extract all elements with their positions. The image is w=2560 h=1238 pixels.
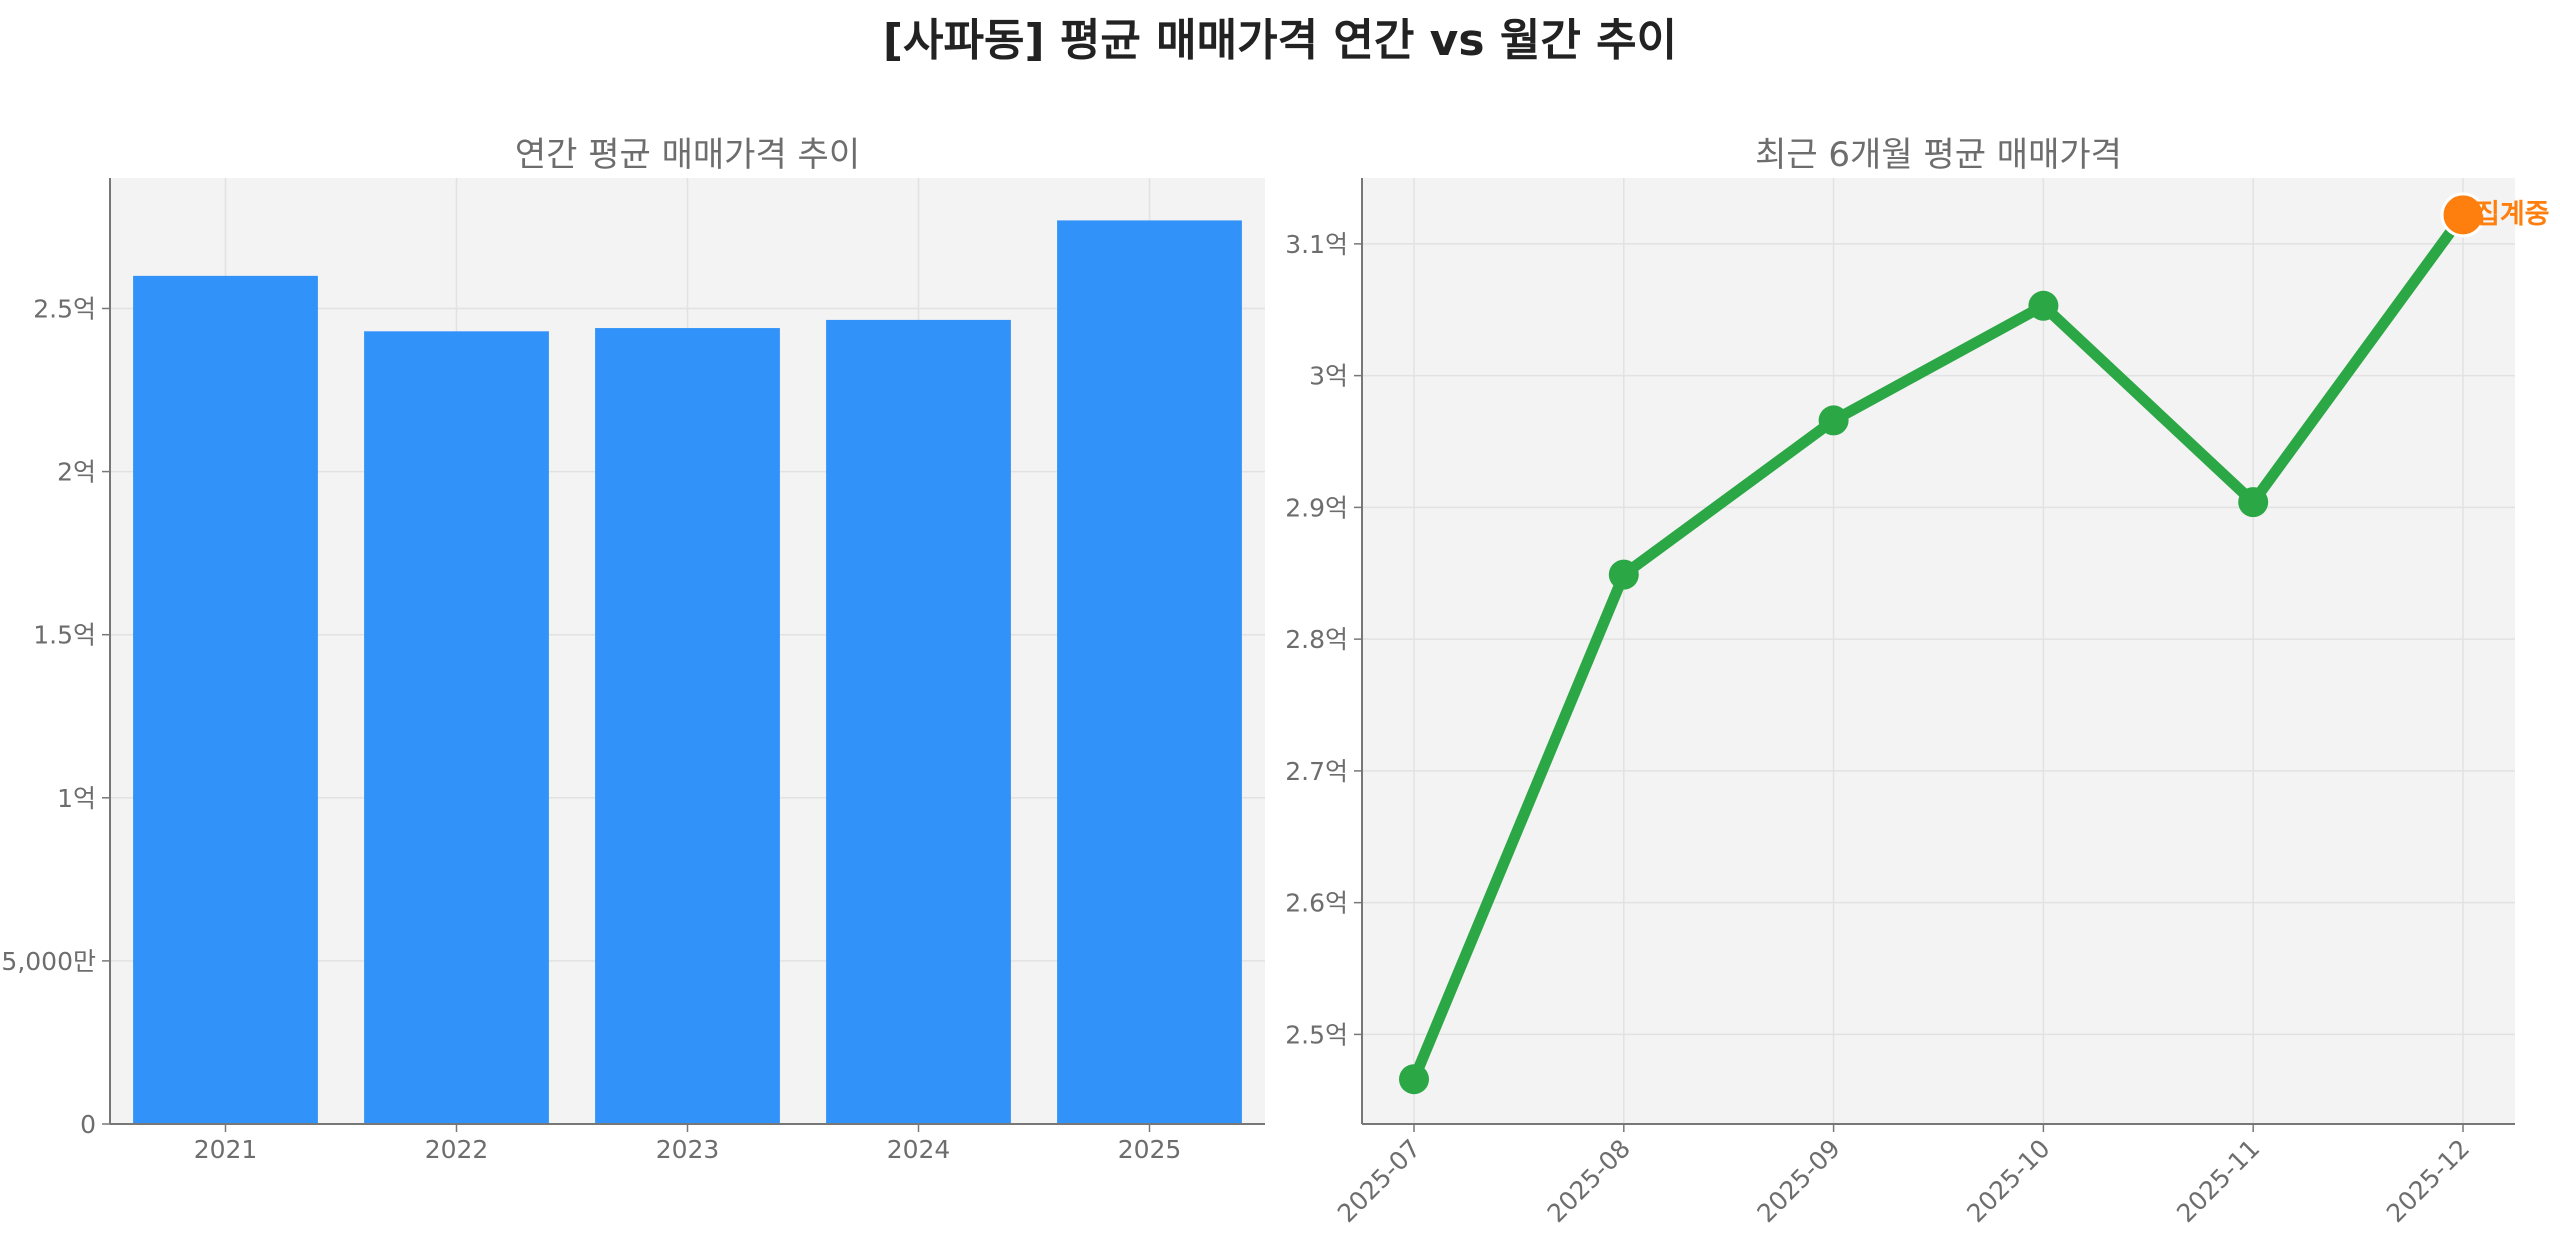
y-tick-label: 2억 [57,458,96,487]
bar-2023 [595,328,780,1124]
y-tick-label: 1억 [57,784,96,813]
annual-chart-title: 연간 평균 매매가격 추이 [515,135,860,175]
y-tick-label: 2.5억 [33,294,96,323]
x-tick-label: 2025-09 [1751,1134,1845,1228]
y-tick-label: 3억 [1309,362,1348,391]
y-tick-label: 1.5억 [33,621,96,650]
bar-2025 [1057,220,1242,1125]
point-2025-12-highlight [2440,192,2486,238]
bar-2022 [364,331,549,1124]
point-2025-08 [1608,559,1639,590]
point-2025-07 [1399,1064,1429,1095]
x-tick-label: 2025-07 [1332,1134,1426,1228]
y-tick-label: 2.6억 [1285,889,1348,918]
point-2025-11 [2238,487,2269,518]
x-tick-label: 2025-10 [1961,1134,2055,1228]
bar-2021 [133,275,318,1124]
x-tick-label: 2021 [194,1135,258,1164]
y-tick-label: 3.1억 [1285,230,1348,259]
monthly-price-line [1408,209,2469,1085]
y-tick-label: 2.7억 [1285,757,1348,786]
in-progress-annotation: 집계중 [2475,199,2550,230]
y-tick-label: 2.5억 [1285,1020,1348,1049]
point-2025-09 [1818,405,1849,436]
bar-2024 [826,319,1011,1124]
y-tick-label: 2.9억 [1285,493,1348,522]
point-2025-10 [2028,290,2059,321]
x-tick-label: 2024 [887,1135,951,1164]
figure-title: [사파동] 평균 매매가격 연간 vs 월간 추이 [882,15,1678,66]
plot-area-2 [1362,178,2515,1124]
x-tick-label: 2025 [1118,1135,1182,1164]
y-tick-label: 5,000만 [1,947,96,976]
x-tick-label: 2025-11 [2171,1134,2265,1228]
x-tick-label: 2022 [425,1135,489,1164]
x-tick-label: 2023 [656,1135,720,1164]
monthly-chart-title: 최근 6개월 평균 매매가격 [1755,135,2122,175]
x-tick-label: 2025-12 [2381,1134,2475,1228]
y-tick-label: 0 [80,1110,96,1139]
y-tick-label: 2.8억 [1285,625,1348,654]
x-tick-label: 2025-08 [1542,1134,1636,1228]
